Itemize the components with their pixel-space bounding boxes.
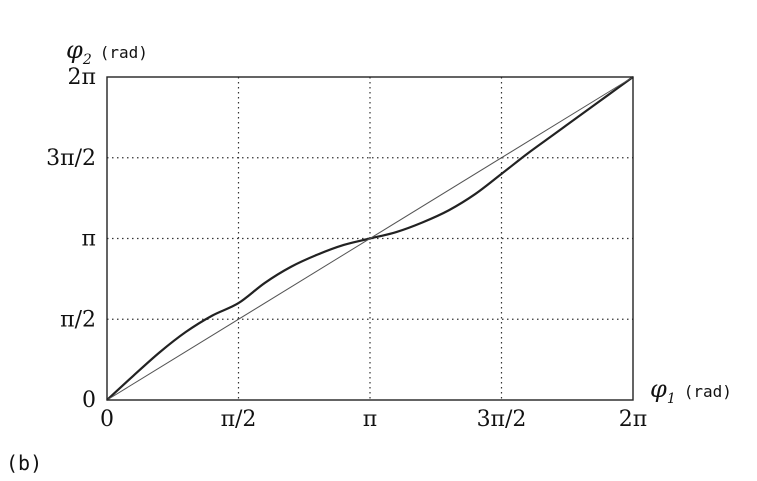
x-tick-label: 0 [100,407,114,432]
panel-label: (b) [6,451,42,475]
plot-frame [106,76,634,401]
x-axis-subscript: 1 [667,391,676,407]
y-axis-subscript: 2 [82,52,92,68]
x-axis-symbol: φ [650,375,667,403]
x-tick-label: π [363,407,377,432]
x-tick-label: 2π [619,407,647,432]
y-tick-label: 2π [68,65,96,90]
x-axis-label: φ1 (rad) [650,375,732,407]
series-group [106,76,634,401]
y-tick-label: π [82,227,96,252]
x-axis-unit: (rad) [684,382,732,401]
y-tick-label: 0 [82,388,96,413]
y-axis-unit: (rad) [100,43,148,62]
y-axis-symbol: φ [66,36,83,64]
y-axis-label: φ2 (rad) [66,36,148,68]
identity-diagonal-line [106,76,634,401]
x-tick-label: 3π/2 [477,407,527,432]
y-tick-labels: 0 π/2 π 3π/2 2π [46,65,96,413]
x-tick-labels: 0 π/2 π 3π/2 2π [100,407,647,432]
x-tick-label: π/2 [221,407,257,432]
y-tick-label: 3π/2 [46,146,96,171]
y-tick-label: π/2 [60,307,96,332]
